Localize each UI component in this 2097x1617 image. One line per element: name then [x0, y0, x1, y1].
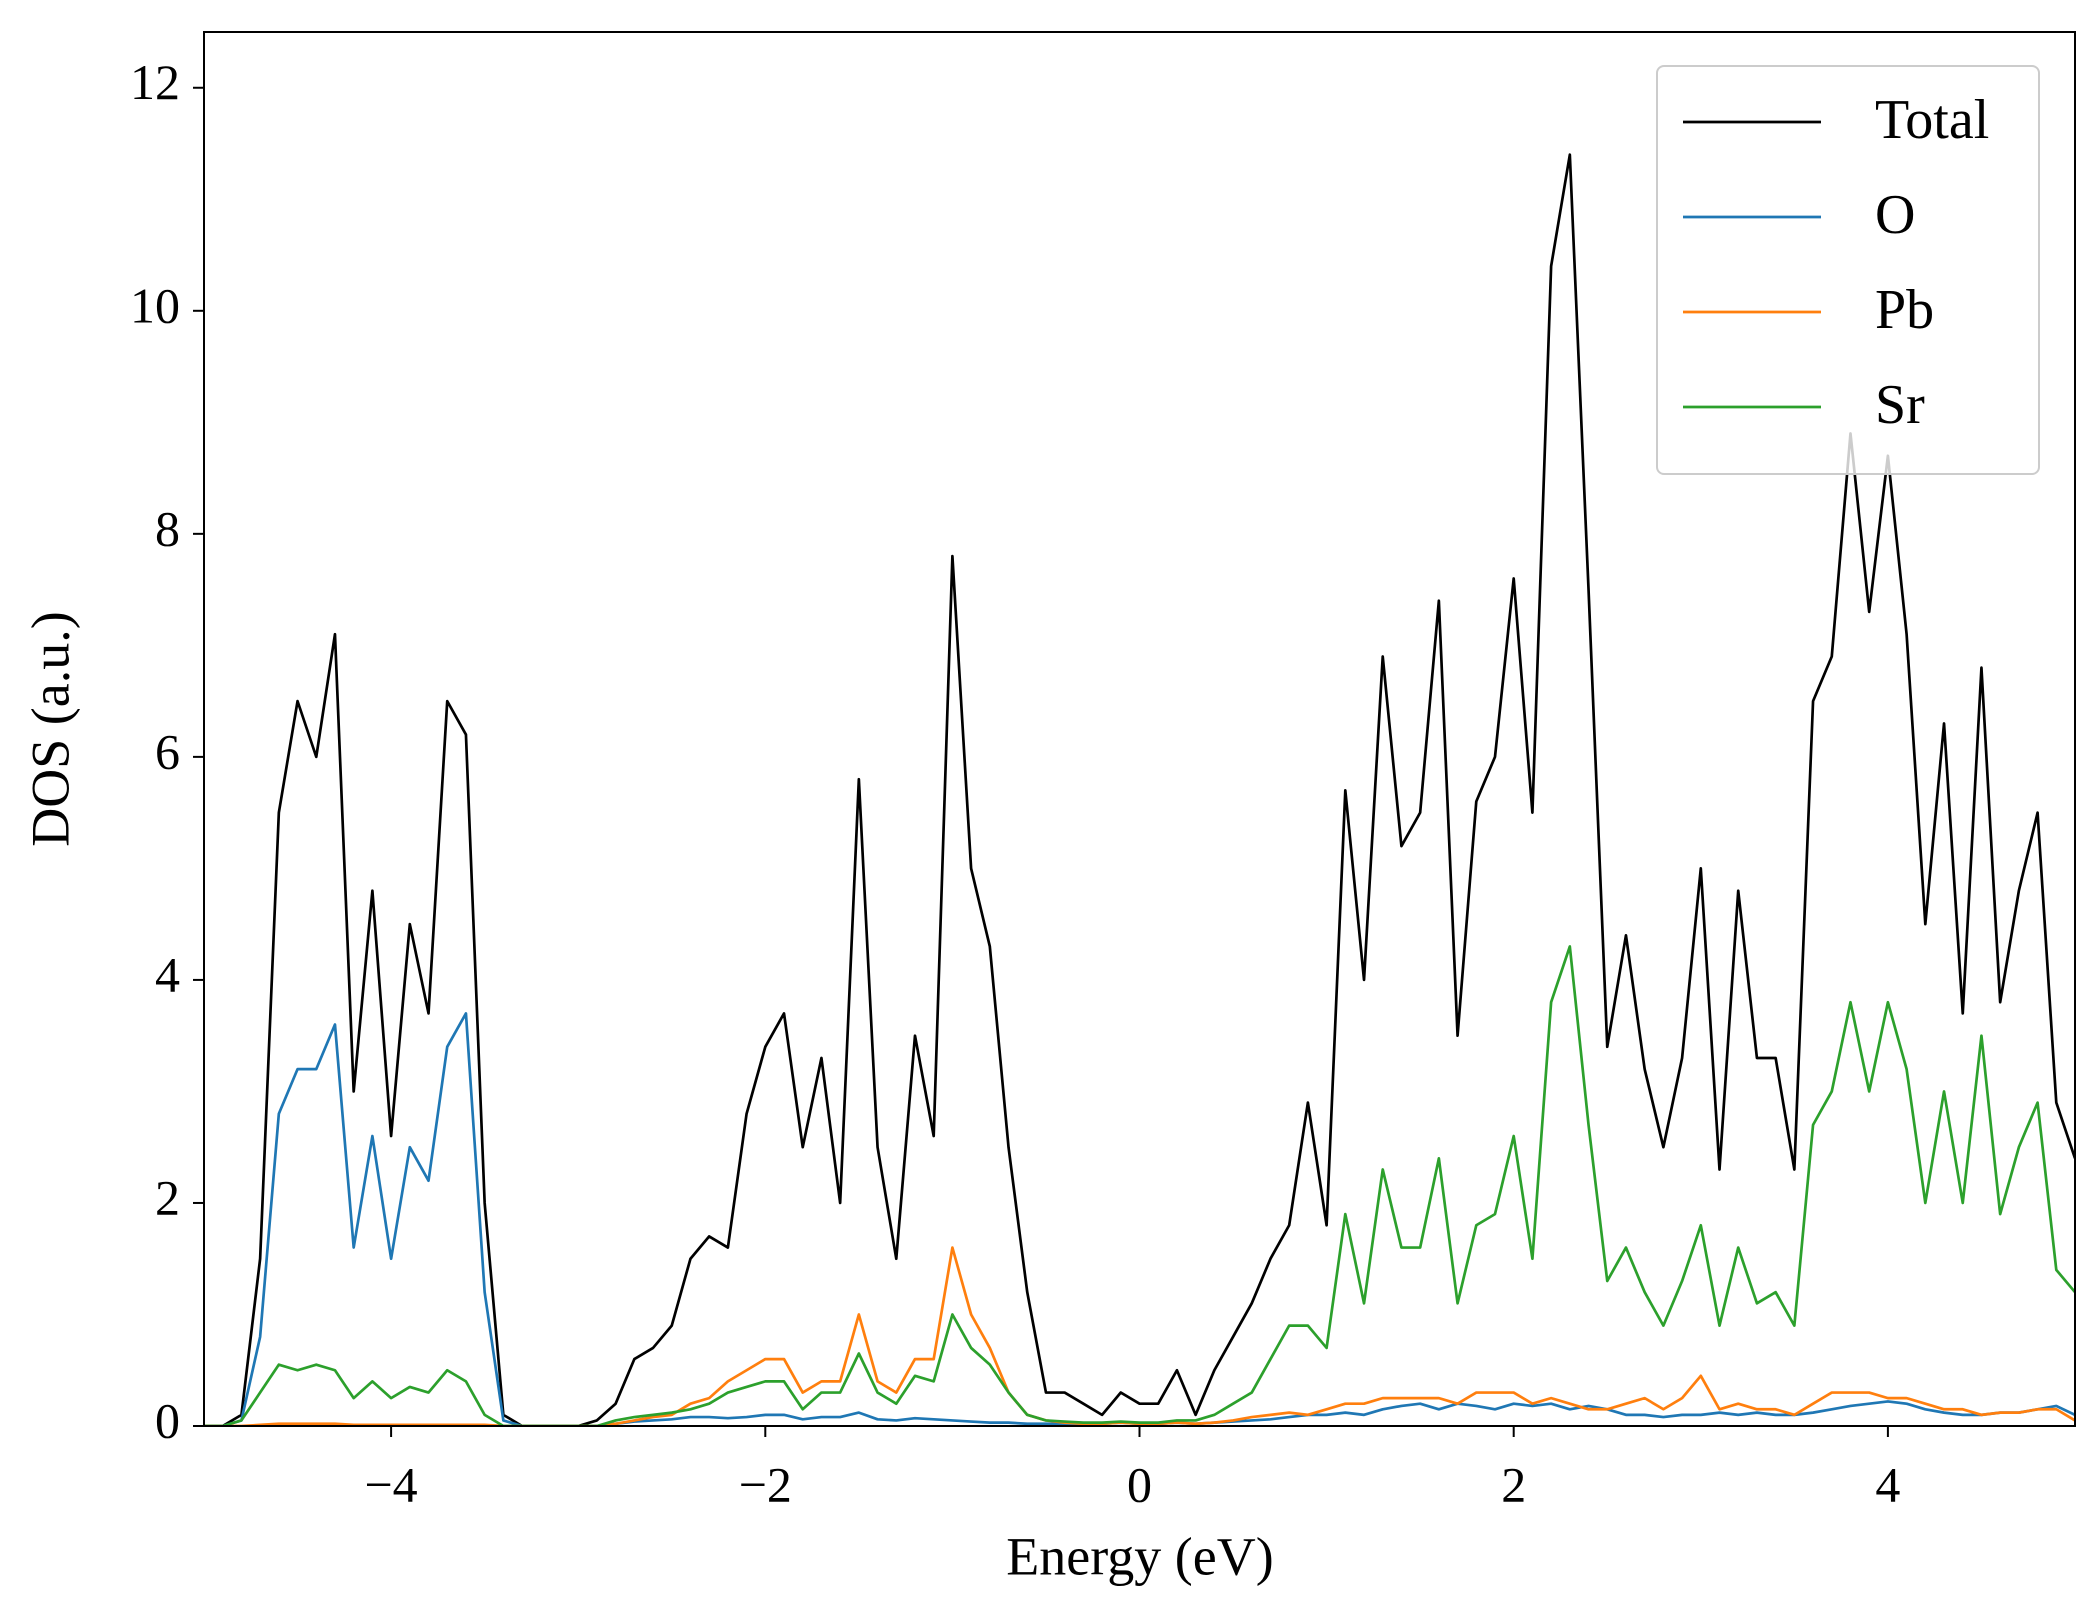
x-tick-label: −4	[364, 1456, 417, 1512]
legend-label: Total	[1875, 89, 1989, 151]
y-tick-label: 0	[155, 1392, 180, 1448]
legend-label: Pb	[1875, 279, 1934, 341]
x-axis-label: Energy (eV)	[1006, 1526, 1273, 1586]
y-tick-label: 8	[155, 500, 180, 556]
plot-frame	[203, 31, 2076, 1427]
x-tick-label: 4	[1875, 1456, 1900, 1512]
x-tick-label: 0	[1127, 1456, 1152, 1512]
y-axis-label: DOS (a.u.)	[20, 611, 80, 846]
x-tick-label: −2	[739, 1456, 792, 1512]
y-tick-label: 4	[155, 946, 180, 1002]
legend-box	[1656, 65, 2040, 475]
y-tick-label: 2	[155, 1169, 180, 1225]
y-tick-label: 6	[155, 723, 180, 779]
series-line	[204, 153, 2075, 1426]
y-tick-label: 12	[130, 54, 180, 110]
series-line	[204, 945, 2075, 1426]
y-tick-label: 10	[130, 277, 180, 333]
x-tick-label: 2	[1501, 1456, 1526, 1512]
legend-label: O	[1875, 184, 1915, 246]
series-line	[204, 1012, 2075, 1426]
legend-label: Sr	[1875, 374, 1925, 436]
